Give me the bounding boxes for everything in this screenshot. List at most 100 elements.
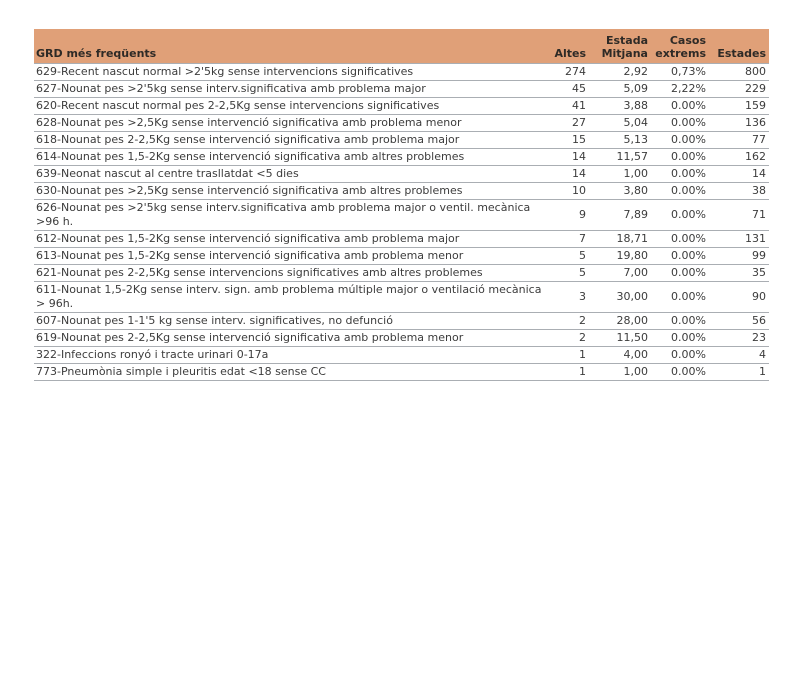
casos-extrems-cell: 0,73% [651, 62, 709, 81]
grd-frequents-table: GRD més freqüents Altes Estada Mitjana Caso… [34, 29, 769, 381]
altes-cell: 10 [549, 182, 589, 200]
estada-mitjana-cell: 19,80 [589, 247, 651, 265]
estada-mitjana-cell: 3,88 [589, 97, 651, 115]
grd-cell: 621-Nounat pes 2-2,5Kg sense intervencio… [34, 264, 549, 282]
casos-extrems-cell: 0.00% [651, 230, 709, 248]
estades-cell: 56 [709, 312, 769, 330]
column-header-grd: GRD més freqüents [34, 29, 549, 63]
grd-cell: 322-Infeccions ronyó i tracte urinari 0-… [34, 346, 549, 364]
casos-extrems-cell: 0.00% [651, 148, 709, 166]
column-header-altes: Altes [549, 29, 589, 63]
table-row: 639-Neonat nascut al centre trasllatdat … [34, 165, 769, 183]
estades-cell: 159 [709, 97, 769, 115]
estades-cell: 14 [709, 165, 769, 183]
casos-extrems-cell: 0.00% [651, 264, 709, 282]
table-row: 621-Nounat pes 2-2,5Kg sense intervencio… [34, 264, 769, 282]
estada-mitjana-cell: 11,50 [589, 329, 651, 347]
casos-extrems-cell: 0.00% [651, 114, 709, 132]
altes-cell: 9 [549, 199, 589, 231]
estada-mitjana-cell: 5,13 [589, 131, 651, 149]
estada-mitjana-cell: 30,00 [589, 281, 651, 313]
grd-cell: 613-Nounat pes 1,5-2Kg sense intervenció… [34, 247, 549, 265]
altes-cell: 2 [549, 312, 589, 330]
estades-cell: 99 [709, 247, 769, 265]
estades-cell: 131 [709, 230, 769, 248]
estada-mitjana-cell: 28,00 [589, 312, 651, 330]
estada-mitjana-cell: 4,00 [589, 346, 651, 364]
grd-cell: 627-Nounat pes >2'5kg sense interv.signi… [34, 80, 549, 98]
casos-extrems-cell: 0.00% [651, 346, 709, 364]
table-row: 773-Pneumònia simple i pleuritis edat <1… [34, 363, 769, 381]
estades-cell: 800 [709, 62, 769, 81]
estades-cell: 35 [709, 264, 769, 282]
table-row: 630-Nounat pes >2,5Kg sense intervenció … [34, 182, 769, 200]
estades-cell: 38 [709, 182, 769, 200]
estada-mitjana-cell: 5,09 [589, 80, 651, 98]
casos-extrems-cell: 0.00% [651, 329, 709, 347]
estades-cell: 90 [709, 281, 769, 313]
casos-extrems-cell: 0.00% [651, 182, 709, 200]
table-row: 626-Nounat pes >2'5kg sense interv.signi… [34, 199, 769, 231]
altes-cell: 274 [549, 62, 589, 81]
estada-mitjana-cell: 18,71 [589, 230, 651, 248]
column-header-casos-extrems: Casos extrems [651, 29, 709, 63]
estada-mitjana-cell: 7,89 [589, 199, 651, 231]
estada-mitjana-cell: 2,92 [589, 62, 651, 81]
estada-mitjana-cell: 3,80 [589, 182, 651, 200]
table-row: 629-Recent nascut normal >2'5kg sense in… [34, 62, 769, 81]
grd-cell: 628-Nounat pes >2,5Kg sense intervenció … [34, 114, 549, 132]
altes-cell: 15 [549, 131, 589, 149]
estades-cell: 77 [709, 131, 769, 149]
table-row: 620-Recent nascut normal pes 2-2,5Kg sen… [34, 97, 769, 115]
grd-cell: 618-Nounat pes 2-2,5Kg sense intervenció… [34, 131, 549, 149]
estades-cell: 71 [709, 199, 769, 231]
table-header: GRD més freqüents Altes Estada Mitjana Caso… [34, 29, 769, 63]
altes-cell: 14 [549, 148, 589, 166]
casos-extrems-cell: 0.00% [651, 165, 709, 183]
column-header-estades: Estades [709, 29, 769, 63]
casos-extrems-cell: 0.00% [651, 312, 709, 330]
casos-extrems-cell: 0.00% [651, 247, 709, 265]
grd-cell: 620-Recent nascut normal pes 2-2,5Kg sen… [34, 97, 549, 115]
grd-cell: 639-Neonat nascut al centre trasllatdat … [34, 165, 549, 183]
grd-cell: 619-Nounat pes 2-2,5Kg sense intervenció… [34, 329, 549, 347]
estada-mitjana-cell: 11,57 [589, 148, 651, 166]
altes-cell: 45 [549, 80, 589, 98]
estades-cell: 136 [709, 114, 769, 132]
table-row: 627-Nounat pes >2'5kg sense interv.signi… [34, 80, 769, 98]
grd-cell: 612-Nounat pes 1,5-2Kg sense intervenció… [34, 230, 549, 248]
altes-cell: 5 [549, 264, 589, 282]
table-row: 618-Nounat pes 2-2,5Kg sense intervenció… [34, 131, 769, 149]
estades-cell: 162 [709, 148, 769, 166]
casos-extrems-cell: 0.00% [651, 281, 709, 313]
grd-cell: 626-Nounat pes >2'5kg sense interv.signi… [34, 199, 549, 231]
altes-cell: 2 [549, 329, 589, 347]
table-header-row: GRD més freqüents Altes Estada Mitjana Caso… [34, 29, 769, 63]
casos-extrems-cell: 2,22% [651, 80, 709, 98]
casos-extrems-cell: 0.00% [651, 199, 709, 231]
altes-cell: 7 [549, 230, 589, 248]
table-row: 612-Nounat pes 1,5-2Kg sense intervenció… [34, 230, 769, 248]
altes-cell: 1 [549, 346, 589, 364]
grd-cell: 611-Nounat 1,5-2Kg sense interv. sign. a… [34, 281, 549, 313]
altes-cell: 14 [549, 165, 589, 183]
estada-mitjana-cell: 1,00 [589, 165, 651, 183]
estada-mitjana-cell: 7,00 [589, 264, 651, 282]
table-row: 322-Infeccions ronyó i tracte urinari 0-… [34, 346, 769, 364]
altes-cell: 41 [549, 97, 589, 115]
grd-cell: 607-Nounat pes 1-1'5 kg sense interv. si… [34, 312, 549, 330]
estades-cell: 1 [709, 363, 769, 381]
altes-cell: 5 [549, 247, 589, 265]
estades-cell: 229 [709, 80, 769, 98]
grd-cell: 629-Recent nascut normal >2'5kg sense in… [34, 62, 549, 81]
estada-mitjana-cell: 1,00 [589, 363, 651, 381]
estada-mitjana-cell: 5,04 [589, 114, 651, 132]
table-row: 619-Nounat pes 2-2,5Kg sense intervenció… [34, 329, 769, 347]
column-header-estada-mitjana: Estada Mitjana [589, 29, 651, 63]
table-row: 613-Nounat pes 1,5-2Kg sense intervenció… [34, 247, 769, 265]
grd-cell: 773-Pneumònia simple i pleuritis edat <1… [34, 363, 549, 381]
estades-cell: 4 [709, 346, 769, 364]
table-row: 611-Nounat 1,5-2Kg sense interv. sign. a… [34, 281, 769, 313]
estades-cell: 23 [709, 329, 769, 347]
